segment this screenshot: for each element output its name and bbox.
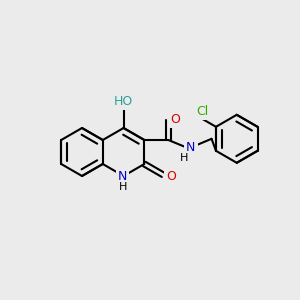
Text: H: H xyxy=(180,153,188,164)
Text: Cl: Cl xyxy=(196,105,208,118)
Text: N: N xyxy=(186,141,195,154)
Text: HO: HO xyxy=(114,95,133,108)
Text: O: O xyxy=(170,113,180,126)
Text: N: N xyxy=(118,170,127,184)
Text: H: H xyxy=(118,182,127,192)
Text: O: O xyxy=(166,170,176,183)
